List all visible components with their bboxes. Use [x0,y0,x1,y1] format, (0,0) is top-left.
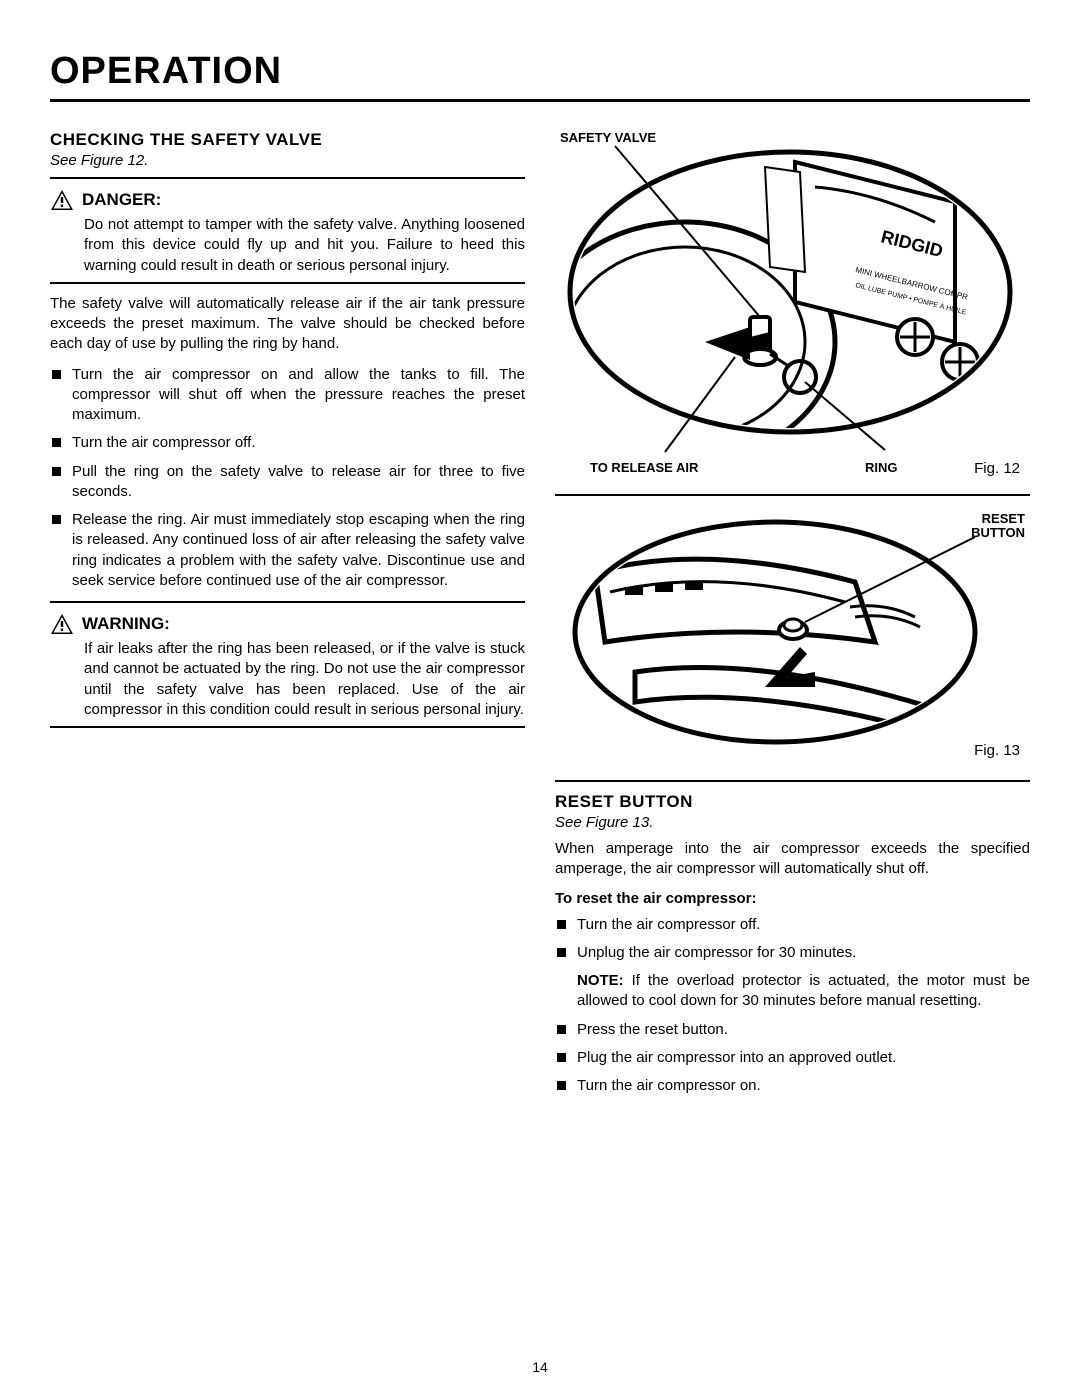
safety-intro: The safety valve will automatically rele… [50,294,525,355]
list-item: Turn the air compressor off. [555,915,1030,935]
danger-heading: DANGER: [50,189,525,211]
reset-intro: When amperage into the air compressor ex… [555,839,1030,880]
danger-body: Do not attempt to tamper with the safety… [84,215,525,276]
see-figure-13: See Figure 13. [555,814,1030,831]
divider [50,177,525,179]
label-ring: RING [865,460,898,475]
figure-13: RESET BUTTON [555,506,1030,766]
reset-note: NOTE: If the overload protector is actua… [555,971,1030,1012]
divider [50,726,525,728]
note-body: If the overload protector is actuated, t… [577,972,1030,1009]
figure-13-caption: Fig. 13 [974,742,1020,759]
warning-label: WARNING: [82,614,170,634]
reset-steps-b: Press the reset button. Plug the air com… [555,1020,1030,1097]
list-item: Pull the ring on the safety valve to rel… [50,462,525,503]
right-column: SAFETY VALVE RIDGID MINI WHEELBARROW COM… [555,130,1030,1106]
content-columns: CHECKING THE SAFETY VALVE See Figure 12.… [50,130,1030,1106]
label-to-release-air: TO RELEASE AIR [590,460,698,475]
figure-12-svg: RIDGID MINI WHEELBARROW COMPR OIL LUBE P… [555,142,1025,462]
list-item: Turn the air compressor on. [555,1076,1030,1096]
reset-steps-a: Turn the air compressor off. Unplug the … [555,915,1030,964]
to-reset-label: To reset the air compressor: [555,890,1030,907]
note-label: NOTE: [577,972,624,989]
page-number: 14 [0,1359,1080,1375]
divider [50,601,525,603]
list-item: Turn the air compressor off. [50,433,525,453]
list-item: Turn the air compressor on and allow the… [50,365,525,426]
list-item: Release the ring. Air must immediately s… [50,510,525,591]
divider [555,494,1030,496]
divider [50,282,525,284]
page-title: OPERATION [50,50,1030,102]
warning-triangle-icon [50,189,74,211]
list-item: Unplug the air compressor for 30 minutes… [555,943,1030,963]
figure-13-svg [555,512,1025,752]
list-item: Plug the air compressor into an approved… [555,1048,1030,1068]
divider [555,780,1030,782]
section-reset-button: RESET BUTTON [555,792,1030,812]
figure-12: SAFETY VALVE RIDGID MINI WHEELBARROW COM… [555,130,1030,480]
list-item: Press the reset button. [555,1020,1030,1040]
danger-label: DANGER: [82,190,161,210]
left-column: CHECKING THE SAFETY VALVE See Figure 12.… [50,130,525,1106]
safety-steps-list: Turn the air compressor on and allow the… [50,365,525,592]
warning-body: If air leaks after the ring has been rel… [84,639,525,720]
figure-12-caption: Fig. 12 [974,460,1020,477]
warning-triangle-icon [50,613,74,635]
section-checking-safety-valve: CHECKING THE SAFETY VALVE [50,130,525,150]
see-figure-12: See Figure 12. [50,152,525,169]
warning-heading: WARNING: [50,613,525,635]
